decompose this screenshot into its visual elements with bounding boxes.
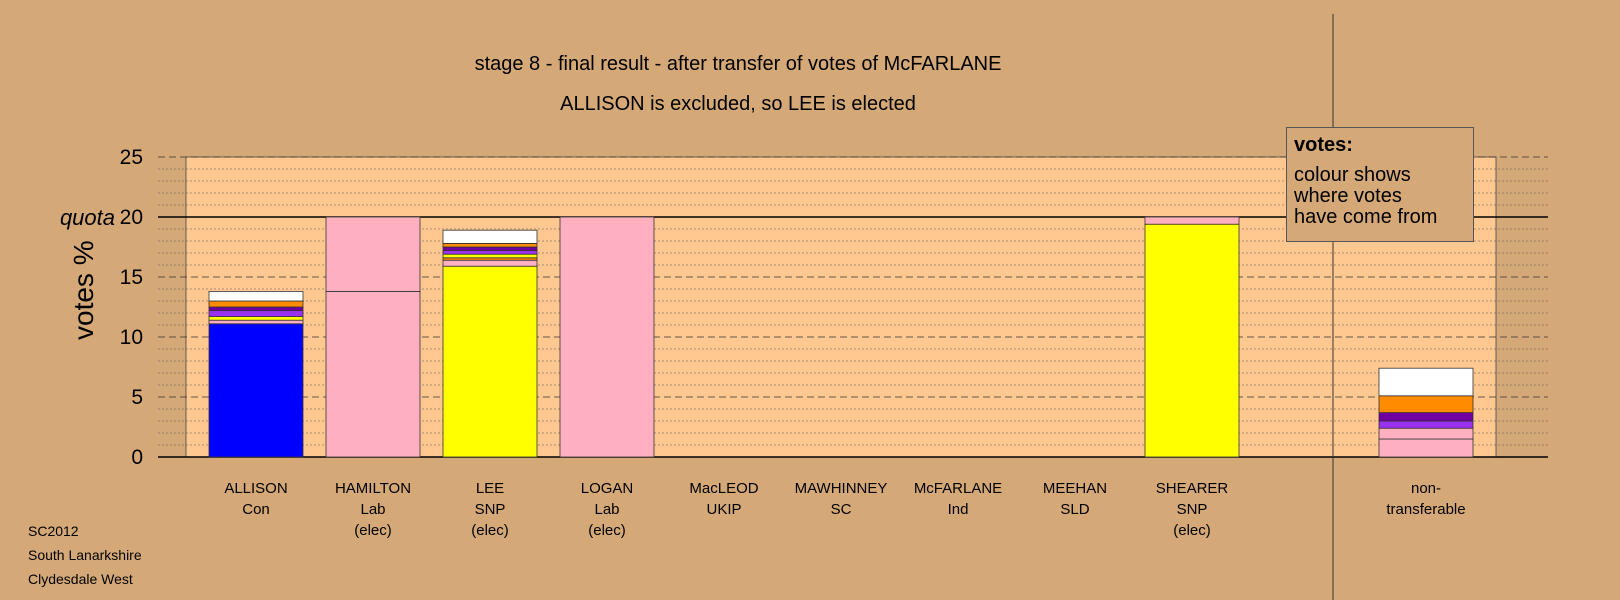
candidate-label: ALLISON Con (201, 478, 311, 520)
footer-election: SC2012 (28, 523, 79, 539)
bar-segment (1378, 367, 1474, 397)
footer-ward: Clydesdale West (28, 571, 133, 587)
bar-segment (1378, 395, 1474, 413)
candidate-label: LOGAN Lab (elec) (552, 478, 662, 541)
legend-text-1: colour shows (1294, 164, 1411, 186)
candidate-label: LEE SNP (elec) (435, 478, 545, 541)
bar-segment (208, 316, 304, 321)
bar-segment (325, 216, 421, 292)
bar-segment (442, 246, 538, 251)
footer-council: South Lanarkshire (28, 547, 142, 563)
candidate-party: SNP (474, 501, 506, 518)
candidate-name: HAMILTON (334, 480, 412, 497)
candidate-party: SNP (1176, 501, 1208, 518)
bar-segment (208, 310, 304, 318)
chart-title: stage 8 - final result - after transfer … (474, 53, 1002, 75)
y-axis-label: votes % (68, 240, 99, 340)
candidate-name: non- (1410, 480, 1442, 497)
candidate-name: McFARLANE (913, 480, 1003, 497)
bar-segment (1378, 438, 1474, 458)
candidate-party: Ind (947, 501, 969, 518)
y-tick-label: 25 (120, 146, 143, 169)
bar-segment (1144, 223, 1240, 458)
y-tick-label: 10 (120, 326, 143, 349)
y-tick-label: 15 (120, 266, 143, 289)
bar-segment (442, 250, 538, 255)
bar-segment (442, 242, 538, 248)
y-tick-label: 20 (120, 206, 143, 229)
candidate-name: MEEHAN (1042, 480, 1108, 497)
y-tick-label: 0 (131, 446, 143, 469)
legend-heading: votes: (1294, 134, 1353, 156)
candidate-party: SC (830, 501, 852, 518)
candidate-status: (elec) (354, 522, 392, 539)
candidate-party: transferable (1386, 501, 1466, 518)
candidate-party: Con (242, 501, 270, 518)
candidate-party: UKIP (706, 501, 742, 518)
candidate-name: MAWHINNEY (794, 480, 888, 497)
candidate-status: (elec) (1173, 522, 1211, 539)
candidate-status: (elec) (588, 522, 626, 539)
bar-segment (1378, 412, 1474, 422)
candidate-name: ALLISON (224, 480, 288, 497)
bar-segment (208, 290, 304, 302)
bar-segment (442, 229, 538, 244)
candidate-label: MAWHINNEY SC (786, 478, 896, 520)
quota-label: quota (60, 205, 115, 230)
bar-segment (325, 290, 421, 458)
candidate-party: Lab (360, 501, 386, 518)
y-tick-label: 5 (131, 386, 143, 409)
candidate-name: MacLEOD (689, 480, 759, 497)
legend-text-2: where votes (1294, 185, 1402, 207)
bar-segment (208, 323, 304, 458)
candidate-label: SHEARER SNP (elec) (1137, 478, 1247, 541)
candidate-label: MacLEOD UKIP (669, 478, 779, 520)
legend-text-3: have come from (1294, 206, 1438, 228)
bar-segment (208, 319, 304, 325)
bar-segment (1378, 427, 1474, 440)
legend-box: votes: colour shows where votes have com… (1286, 127, 1474, 242)
candidate-party: SLD (1060, 501, 1090, 518)
candidate-label: MEEHAN SLD (1020, 478, 1130, 520)
bar-segment (208, 300, 304, 308)
candidate-name: SHEARER (1155, 480, 1229, 497)
bar-segment (1378, 420, 1474, 429)
bar-segment (559, 216, 655, 458)
candidate-status: (elec) (471, 522, 509, 539)
candidate-label: non-transferable (1371, 478, 1481, 520)
candidate-label: HAMILTON Lab (elec) (318, 478, 428, 541)
candidate-name: LEE (475, 480, 505, 497)
chart-subtitle: ALLISON is excluded, so LEE is elected (560, 93, 916, 115)
bar-segment (442, 265, 538, 458)
candidate-label: McFARLANE Ind (903, 478, 1013, 520)
candidate-name: LOGAN (580, 480, 634, 497)
candidate-party: Lab (594, 501, 620, 518)
bar-segment (208, 306, 304, 311)
bar-segment (442, 259, 538, 267)
bar-segment (1144, 216, 1240, 225)
bar-segment (442, 253, 538, 259)
